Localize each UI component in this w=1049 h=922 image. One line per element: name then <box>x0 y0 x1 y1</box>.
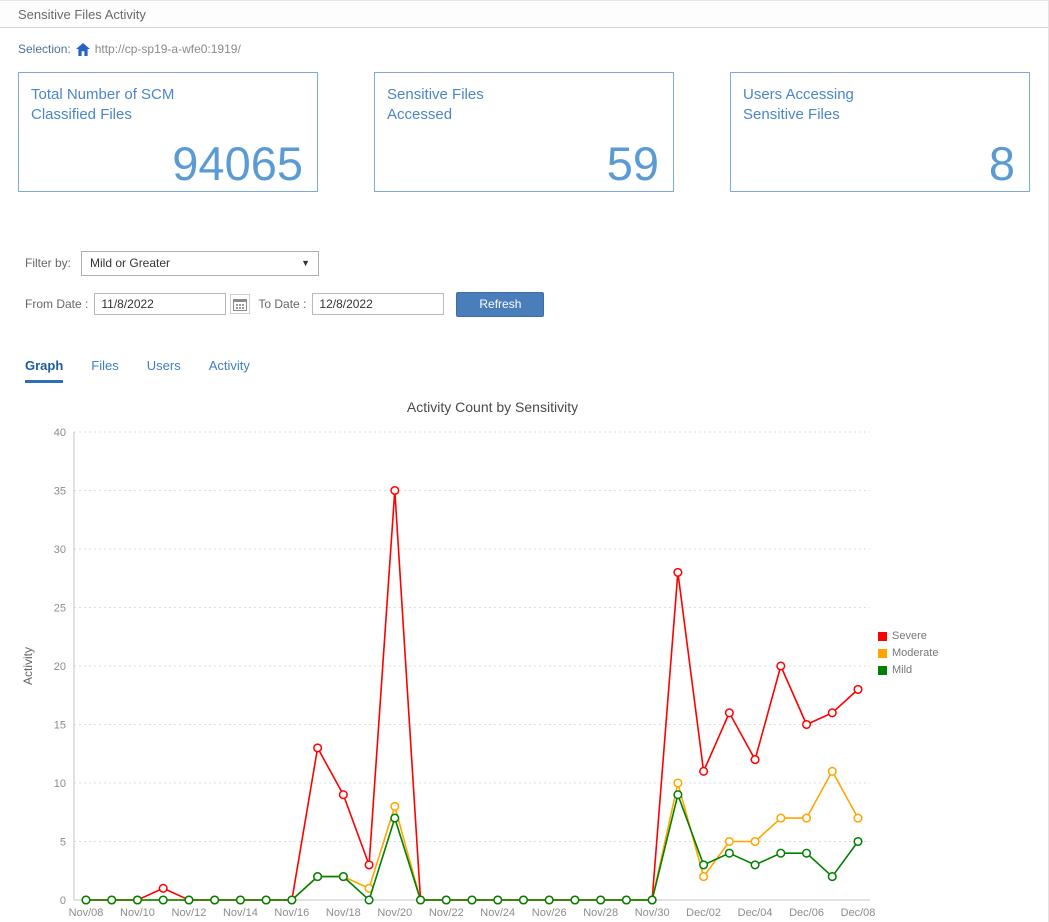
svg-text:Dec/04: Dec/04 <box>738 907 773 919</box>
card-users-accessing: Users Accessing Sensitive Files 8 <box>730 72 1030 192</box>
to-date-input[interactable] <box>312 293 445 315</box>
chart-title: Activity Count by Sensitivity <box>406 399 579 415</box>
svg-text:Nov/10: Nov/10 <box>120 907 155 919</box>
tab-files[interactable]: Files <box>91 358 119 373</box>
svg-text:Dec/08: Dec/08 <box>841 907 876 919</box>
legend-label: Severe <box>892 630 927 642</box>
card-label: Users Accessing Sensitive Files <box>743 86 854 123</box>
tab-graph[interactable]: Graph <box>25 358 64 383</box>
refresh-button[interactable]: Refresh <box>456 291 545 317</box>
svg-text:20: 20 <box>54 661 66 673</box>
card-value: 94065 <box>172 137 303 190</box>
svg-text:Nov/30: Nov/30 <box>635 907 670 919</box>
activity-chart: 0 5 10 15 20 25 30 35 40 Nov/08 Nov/10 Nov/12 Nov/14… <box>21 427 876 919</box>
svg-text:5: 5 <box>60 837 66 849</box>
chart-section: Activity Count by Sensitivity 0 5 10 15 20 25… <box>10 399 1040 922</box>
legend-swatch <box>878 648 887 658</box>
tab-bar: Graph Files Users Activity <box>25 358 1048 383</box>
svg-text:35: 35 <box>54 486 66 498</box>
svg-text:Nov/16: Nov/16 <box>274 907 309 919</box>
selection-label: Selection: <box>18 42 71 56</box>
card-value: 8 <box>988 137 1015 190</box>
legend-swatch <box>878 631 887 641</box>
svg-text:Nov/24: Nov/24 <box>480 907 515 919</box>
svg-text:40: 40 <box>54 427 66 439</box>
calendar-icon-button[interactable] <box>230 294 251 314</box>
calendar-icon <box>233 298 248 311</box>
card-label: Total Number of SCM Classified Files <box>31 86 175 123</box>
svg-text:Nov/14: Nov/14 <box>223 907 258 919</box>
svg-text:Nov/08: Nov/08 <box>69 907 104 919</box>
tab-activity[interactable]: Activity <box>208 358 250 373</box>
legend-label: Mild <box>892 664 913 676</box>
svg-text:10: 10 <box>54 778 66 790</box>
selection-row: Selection: http://cp-sp19-a-wfe0:1919/ <box>18 40 1048 58</box>
svg-text:Nov/22: Nov/22 <box>429 907 464 919</box>
filter-by-label: Filter by: <box>25 256 72 270</box>
svg-text:Activity: Activity <box>21 647 35 685</box>
filter-by-select[interactable]: Mild or Greater ▼ <box>81 250 320 276</box>
to-date-label: To Date : <box>258 297 307 311</box>
svg-text:Nov/26: Nov/26 <box>532 907 567 919</box>
legend-swatch <box>878 665 887 675</box>
from-date-input[interactable] <box>94 293 227 315</box>
filter-row: Filter by: Mild or Greater ▼ <box>25 250 1048 276</box>
card-sensitive-files-accessed: Sensitive Files Accessed 59 <box>374 72 674 192</box>
card-value: 59 <box>606 137 659 190</box>
svg-text:0: 0 <box>60 895 66 907</box>
svg-text:Nov/20: Nov/20 <box>377 907 412 919</box>
legend-item: Moderate <box>878 647 938 659</box>
date-row: From Date : To Date : Refresh <box>25 291 1048 317</box>
svg-text:Dec/06: Dec/06 <box>789 907 824 919</box>
svg-text:30: 30 <box>54 544 66 556</box>
page-title: Sensitive Files Activity <box>18 6 146 22</box>
svg-text:Nov/12: Nov/12 <box>172 907 207 919</box>
tab-users[interactable]: Users <box>146 358 181 373</box>
from-date-label: From Date : <box>25 297 89 311</box>
home-icon[interactable] <box>75 42 90 56</box>
card-label: Sensitive Files Accessed <box>387 86 484 123</box>
legend-item: Severe <box>878 630 938 642</box>
stat-cards: Total Number of SCM Classified Files 940… <box>18 72 1030 192</box>
chevron-down-icon: ▼ <box>301 258 311 268</box>
legend-item: Mild <box>878 664 938 676</box>
svg-text:15: 15 <box>54 720 66 732</box>
selection-url[interactable]: http://cp-sp19-a-wfe0:1919/ <box>94 42 241 56</box>
legend-label: Moderate <box>892 647 939 659</box>
svg-text:Nov/18: Nov/18 <box>326 907 361 919</box>
page-header: Sensitive Files Activity <box>0 0 1048 28</box>
svg-text:25: 25 <box>54 603 66 615</box>
filter-by-value: Mild or Greater <box>90 256 171 270</box>
card-total-classified-files: Total Number of SCM Classified Files 940… <box>18 72 318 192</box>
svg-text:Dec/02: Dec/02 <box>686 907 721 919</box>
chart-wrap: 0 5 10 15 20 25 30 35 40 Nov/08 Nov/10 Nov/12 Nov/14… <box>10 422 1040 922</box>
svg-text:Nov/28: Nov/28 <box>583 907 618 919</box>
chart-legend: Severe Moderate Mild <box>878 630 938 681</box>
